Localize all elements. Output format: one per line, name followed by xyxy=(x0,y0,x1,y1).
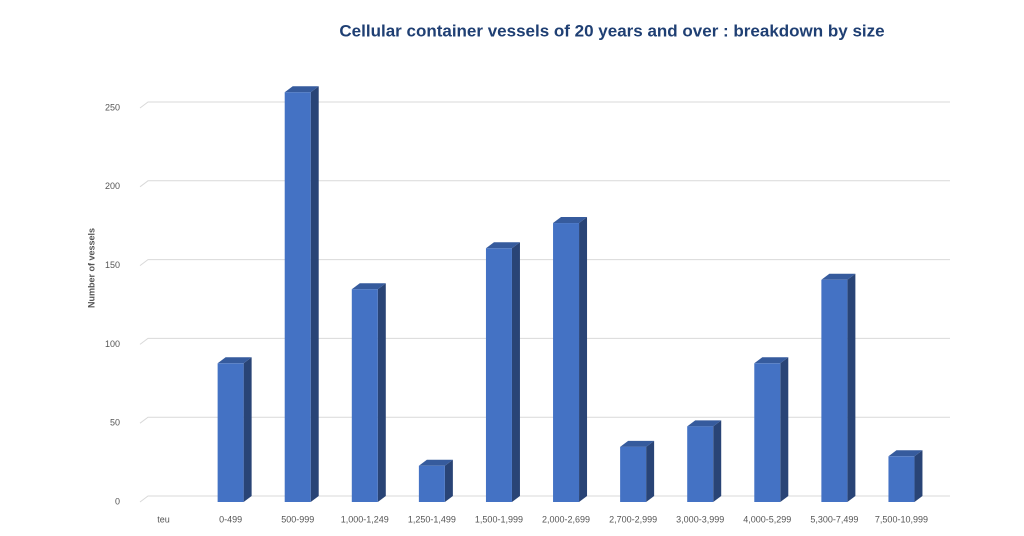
grid-line xyxy=(139,180,950,188)
bar-top xyxy=(687,420,722,427)
grid-line xyxy=(139,416,950,424)
bar xyxy=(418,465,445,502)
bar-side xyxy=(377,283,386,502)
chart-title: Cellular container vessels of 20 years a… xyxy=(339,21,884,40)
bar-side xyxy=(444,459,453,502)
x-tick-label: 2,700-2,999 xyxy=(609,514,657,524)
y-tick-label: 150 xyxy=(105,260,120,270)
bar xyxy=(620,446,647,502)
bar-side xyxy=(243,357,252,502)
bar-top xyxy=(217,357,252,364)
bar-top xyxy=(821,273,856,280)
bar xyxy=(284,92,311,503)
bar xyxy=(351,289,378,502)
x-tick-label: 5,300-7,499 xyxy=(810,514,858,524)
bar-side xyxy=(713,420,722,502)
x-tick-label: 3,000-3,999 xyxy=(676,514,724,524)
grid-line xyxy=(139,101,950,109)
bar-top xyxy=(888,450,923,457)
bar-top xyxy=(485,242,520,249)
y-tick-label: 100 xyxy=(105,339,120,349)
bar xyxy=(485,248,512,502)
x-tick-label: 1,500-1,999 xyxy=(475,514,523,524)
bar-side xyxy=(914,450,923,502)
y-tick-label: 250 xyxy=(105,102,120,112)
bar xyxy=(888,456,915,502)
x-tick-label: 0-499 xyxy=(219,514,242,524)
bar-side xyxy=(847,273,856,502)
bar-top xyxy=(284,86,319,93)
y-tick-label: 0 xyxy=(115,496,120,506)
x-tick-label: 500-999 xyxy=(281,514,314,524)
bar-side xyxy=(310,86,319,503)
y-axis-label: Number of vessels xyxy=(86,228,96,308)
bar-side xyxy=(646,440,655,502)
grid-line xyxy=(139,495,950,503)
bar xyxy=(687,426,714,502)
y-tick-label: 200 xyxy=(105,181,120,191)
x-tick-label: teu xyxy=(157,514,170,524)
x-tick-label: 4,000-5,299 xyxy=(743,514,791,524)
grid-line xyxy=(139,259,950,267)
x-tick-label: 1,000-1,249 xyxy=(341,514,389,524)
y-tick-label: 50 xyxy=(110,418,120,428)
bar xyxy=(754,363,781,502)
grid-line xyxy=(139,337,950,345)
bar-side xyxy=(780,357,789,502)
x-tick-label: 7,500-10,999 xyxy=(875,514,928,524)
bar-top xyxy=(418,459,453,466)
x-tick-label: 2,000-2,699 xyxy=(542,514,590,524)
bar xyxy=(821,279,848,502)
bar xyxy=(553,223,580,502)
bar xyxy=(217,363,244,502)
bar-top xyxy=(754,357,789,364)
bar-top xyxy=(620,440,655,447)
bar-top xyxy=(553,217,588,224)
bar-side xyxy=(511,242,520,502)
bar-top xyxy=(351,283,386,290)
x-tick-label: 1,250-1,499 xyxy=(408,514,456,524)
bar-side xyxy=(579,217,588,502)
